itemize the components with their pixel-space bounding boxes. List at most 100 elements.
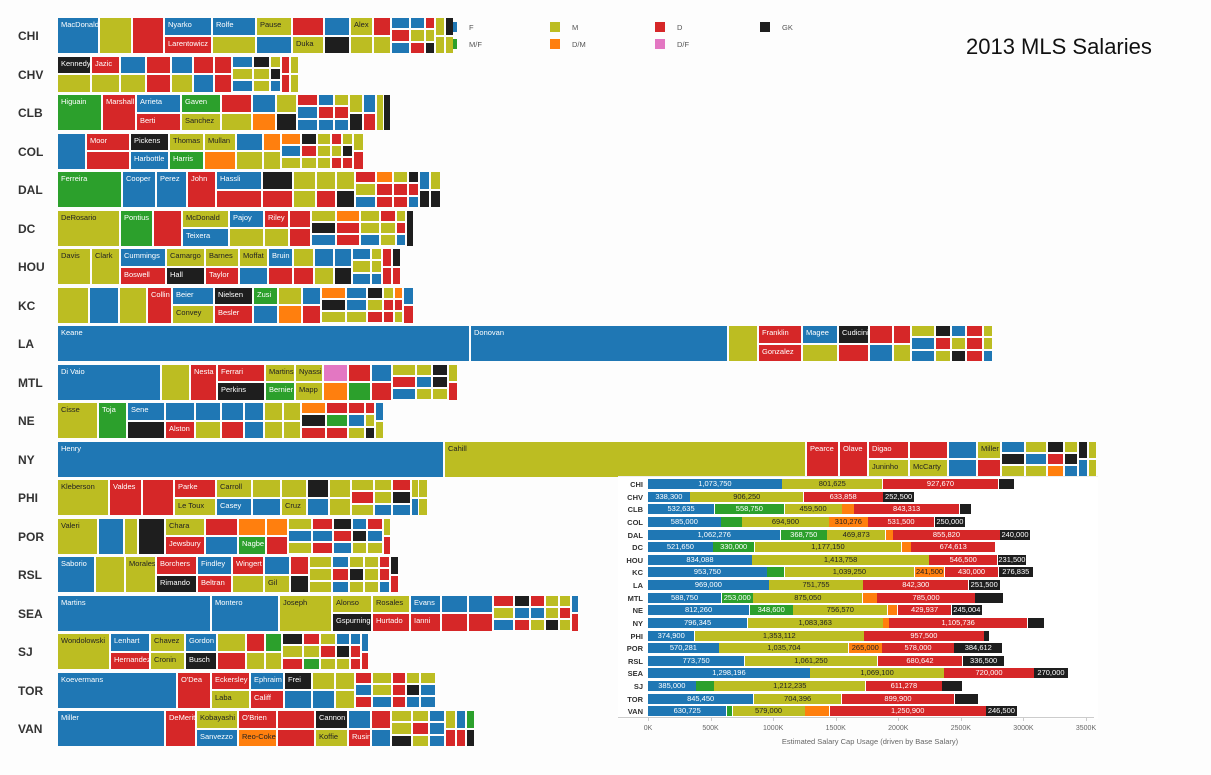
treemap-cell[interactable] [350, 569, 363, 580]
treemap-cell[interactable] [1079, 460, 1087, 477]
player-cell[interactable]: Taylor [206, 267, 238, 284]
treemap-cell[interactable] [303, 306, 320, 323]
player-cell[interactable]: McCarty [910, 460, 947, 477]
treemap-cell[interactable] [421, 697, 435, 708]
treemap-cell[interactable] [362, 652, 368, 669]
treemap-cell[interactable] [433, 376, 447, 388]
bar-segment[interactable]: 1,177,150 [754, 542, 902, 553]
treemap-cell[interactable] [327, 427, 347, 438]
treemap-cell[interactable] [282, 480, 306, 497]
player-cell[interactable]: Montero [212, 595, 278, 631]
bar-segment[interactable] [805, 706, 830, 717]
bar-segment[interactable]: 875,050 [753, 592, 863, 603]
treemap-cell[interactable] [324, 364, 347, 381]
bar-segment[interactable]: 927,670 [882, 479, 999, 489]
treemap-cell[interactable] [366, 403, 374, 414]
treemap-cell[interactable] [322, 299, 345, 311]
treemap-cell[interactable] [218, 634, 245, 651]
treemap-cell[interactable] [373, 672, 391, 683]
treemap-cell[interactable] [308, 498, 328, 515]
treemap-cell[interactable] [393, 376, 415, 388]
bar-segment[interactable]: 521,650 [648, 542, 713, 553]
treemap-cell[interactable] [394, 184, 407, 195]
treemap-cell[interactable] [353, 273, 370, 284]
player-cell[interactable]: Mullan [205, 133, 235, 150]
player-cell[interactable]: Olave [840, 441, 867, 477]
treemap-cell[interactable] [222, 95, 251, 112]
treemap-cell[interactable] [1065, 441, 1077, 452]
bar-segment[interactable]: 532,635 [648, 504, 715, 515]
treemap-cell[interactable] [313, 518, 332, 529]
treemap-cell[interactable] [283, 646, 302, 657]
treemap-cell[interactable] [546, 595, 558, 606]
treemap-cell[interactable] [304, 658, 319, 669]
bar-segment[interactable]: 1,083,363 [747, 617, 883, 628]
player-cell[interactable]: Juninho [869, 460, 908, 477]
treemap-cell[interactable] [337, 222, 359, 234]
treemap-cell[interactable] [294, 249, 313, 266]
player-cell[interactable]: Pickens [131, 133, 168, 150]
treemap-cell[interactable] [291, 56, 298, 73]
bar-segment[interactable]: 253,000 [721, 592, 753, 603]
player-cell[interactable]: Wondolowski [58, 634, 109, 669]
treemap-cell[interactable] [257, 36, 291, 53]
player-cell[interactable]: Evans [411, 595, 440, 612]
treemap-cell[interactable] [912, 338, 934, 349]
treemap-cell[interactable] [419, 480, 427, 497]
treemap-cell[interactable] [910, 441, 947, 458]
treemap-cell[interactable] [409, 172, 418, 183]
treemap-cell[interactable] [368, 287, 382, 298]
treemap-cell[interactable] [426, 30, 434, 41]
treemap-cell[interactable] [245, 403, 263, 420]
treemap-cell[interactable] [407, 697, 419, 708]
treemap-cell[interactable] [515, 607, 529, 619]
treemap-cell[interactable] [412, 498, 418, 515]
treemap-cell[interactable] [349, 403, 364, 414]
treemap-cell[interactable] [263, 190, 292, 207]
player-cell[interactable]: Jewsbury [166, 537, 204, 554]
treemap-cell[interactable] [325, 36, 349, 53]
treemap-cell[interactable] [393, 492, 410, 503]
treemap-cell[interactable] [90, 287, 118, 323]
treemap-cell[interactable] [381, 210, 395, 221]
bar-segment[interactable] [883, 617, 889, 628]
bar-segment[interactable] [862, 592, 877, 603]
bar-segment[interactable]: 579,000 [732, 706, 805, 717]
treemap-cell[interactable] [325, 18, 349, 35]
treemap-cell[interactable] [384, 537, 390, 554]
treemap-cell[interactable] [560, 620, 570, 631]
treemap-cell[interactable] [375, 492, 391, 503]
treemap-cell[interactable] [393, 672, 405, 683]
player-cell[interactable]: Ferreira [58, 172, 121, 207]
bar-segment[interactable]: 1,035,704 [719, 643, 849, 654]
treemap-cell[interactable] [147, 75, 170, 92]
treemap-cell[interactable] [366, 415, 374, 426]
player-cell[interactable]: Valdes [110, 480, 141, 515]
player-cell[interactable]: Valeri [58, 518, 97, 554]
treemap-cell[interactable] [353, 530, 366, 542]
bar-segment[interactable]: 310,276 [829, 516, 868, 527]
treemap-cell[interactable] [361, 222, 379, 234]
bar-segment[interactable]: 531,500 [868, 516, 935, 527]
bar-segment[interactable] [942, 681, 963, 692]
player-cell[interactable]: Rusin [349, 729, 370, 746]
treemap-cell[interactable] [282, 158, 300, 169]
treemap-cell[interactable] [291, 575, 308, 592]
bar-segment[interactable]: 348,600 [749, 605, 793, 616]
player-cell[interactable]: Parke [175, 480, 215, 497]
player-cell[interactable]: Le Toux [175, 498, 215, 515]
treemap-cell[interactable] [284, 421, 300, 438]
treemap-cell[interactable] [96, 557, 124, 592]
bar-segment[interactable]: 374,900 [648, 630, 695, 641]
treemap-cell[interactable] [449, 383, 457, 400]
treemap-cell[interactable] [949, 460, 976, 477]
treemap-cell[interactable] [237, 152, 262, 169]
player-cell[interactable]: Perez [157, 172, 186, 207]
player-cell[interactable]: Rimando [157, 575, 196, 592]
treemap-cell[interactable] [442, 614, 467, 631]
treemap-cell[interactable] [282, 133, 300, 144]
treemap-cell[interactable] [319, 95, 333, 106]
treemap-cell[interactable] [392, 18, 409, 29]
treemap-cell[interactable] [560, 595, 570, 606]
player-cell[interactable]: Harbottle [131, 152, 168, 169]
